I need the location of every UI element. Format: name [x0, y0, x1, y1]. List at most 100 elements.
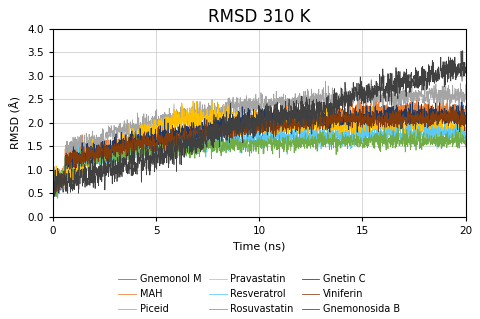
Gnetin C — [52, 195, 58, 198]
Viniferin — [451, 119, 456, 123]
MAH — [398, 93, 404, 97]
Pravastatin — [451, 123, 456, 127]
MAH — [463, 108, 468, 112]
Gnemonol M — [251, 115, 257, 119]
Resveratrol — [50, 190, 56, 194]
Pravastatin — [463, 137, 468, 141]
Gnemonol M — [240, 128, 246, 131]
Line: Piceid: Piceid — [53, 81, 466, 195]
Y-axis label: RMSD (Å): RMSD (Å) — [10, 96, 22, 149]
Legend: Gnemonol M, MAH, Piceid, Pravastatin, Resveratrol, Rosuvastatin, Gnetin C, Vinif: Gnemonol M, MAH, Piceid, Pravastatin, Re… — [118, 274, 400, 314]
Gnemonosida B — [50, 186, 56, 190]
Rosuvastatin — [395, 125, 401, 129]
Piceid — [451, 93, 457, 96]
Piceid — [71, 137, 77, 141]
Viniferin — [71, 152, 77, 156]
Viniferin — [425, 103, 431, 107]
Rosuvastatin — [451, 139, 457, 143]
Viniferin — [50, 187, 56, 191]
Pravastatin — [71, 161, 77, 165]
Gnemonosida B — [240, 141, 246, 145]
Piceid — [50, 191, 56, 195]
Piceid — [251, 108, 257, 112]
Gnemonosida B — [451, 70, 456, 74]
Gnemonol M — [375, 113, 381, 116]
Pravastatin — [190, 99, 196, 103]
Pravastatin — [240, 111, 246, 115]
Piceid — [323, 79, 328, 83]
Resveratrol — [71, 154, 77, 158]
Pravastatin — [76, 187, 82, 191]
Rosuvastatin — [451, 138, 456, 142]
Rosuvastatin — [463, 145, 468, 149]
Rosuvastatin — [251, 140, 257, 144]
Viniferin — [451, 118, 457, 122]
Gnemonol M — [71, 152, 77, 156]
Resveratrol — [251, 148, 257, 152]
MAH — [71, 152, 77, 156]
Piceid — [375, 95, 381, 99]
Resveratrol — [53, 191, 59, 195]
Piceid — [463, 83, 468, 87]
Pravastatin — [375, 129, 381, 133]
Gnemonol M — [50, 191, 56, 195]
Gnemonol M — [459, 98, 465, 102]
Resveratrol — [451, 131, 456, 135]
Line: Resveratrol: Resveratrol — [53, 121, 466, 193]
Gnemonosida B — [451, 65, 456, 69]
Gnemonol M — [463, 109, 468, 113]
Gnemonol M — [55, 197, 60, 200]
Rosuvastatin — [240, 143, 246, 146]
Line: Gnetin C: Gnetin C — [53, 102, 466, 197]
Line: Viniferin: Viniferin — [53, 105, 466, 196]
Gnemonosida B — [463, 65, 468, 69]
Gnemonol M — [451, 114, 456, 118]
Title: RMSD 310 K: RMSD 310 K — [208, 8, 311, 26]
Resveratrol — [451, 126, 457, 130]
Piceid — [240, 101, 246, 105]
Gnetin C — [240, 119, 246, 123]
Pravastatin — [50, 174, 56, 178]
Resveratrol — [240, 139, 246, 143]
Line: MAH: MAH — [53, 95, 466, 195]
Gnetin C — [71, 157, 77, 161]
Pravastatin — [251, 120, 257, 123]
Gnemonosida B — [71, 167, 77, 171]
Gnemonosida B — [251, 132, 257, 136]
Viniferin — [251, 126, 257, 130]
Pravastatin — [451, 133, 457, 137]
Rosuvastatin — [71, 156, 77, 160]
Rosuvastatin — [53, 195, 59, 198]
MAH — [451, 103, 456, 107]
MAH — [51, 193, 57, 197]
Gnemonosida B — [375, 88, 381, 92]
X-axis label: Time (ns): Time (ns) — [233, 241, 286, 251]
MAH — [251, 121, 257, 124]
Gnetin C — [50, 186, 56, 190]
Rosuvastatin — [375, 134, 381, 138]
Piceid — [51, 193, 57, 197]
Rosuvastatin — [50, 187, 56, 191]
Resveratrol — [363, 119, 369, 123]
Gnetin C — [451, 110, 457, 114]
Viniferin — [463, 116, 468, 120]
Line: Gnemonol M: Gnemonol M — [53, 100, 466, 198]
Viniferin — [240, 130, 246, 134]
MAH — [50, 186, 56, 190]
Line: Pravastatin: Pravastatin — [53, 101, 466, 189]
Gnemonosida B — [51, 194, 57, 198]
Gnetin C — [251, 121, 257, 125]
Gnetin C — [463, 121, 468, 125]
MAH — [240, 117, 246, 121]
Viniferin — [375, 117, 381, 121]
Line: Rosuvastatin: Rosuvastatin — [53, 127, 466, 197]
Gnetin C — [451, 120, 456, 124]
Resveratrol — [463, 125, 468, 129]
Gnetin C — [375, 114, 381, 118]
Gnemonosida B — [460, 49, 466, 53]
MAH — [375, 104, 381, 108]
Resveratrol — [375, 131, 381, 135]
Viniferin — [51, 194, 57, 198]
Gnetin C — [409, 100, 415, 104]
Gnemonol M — [451, 107, 456, 110]
